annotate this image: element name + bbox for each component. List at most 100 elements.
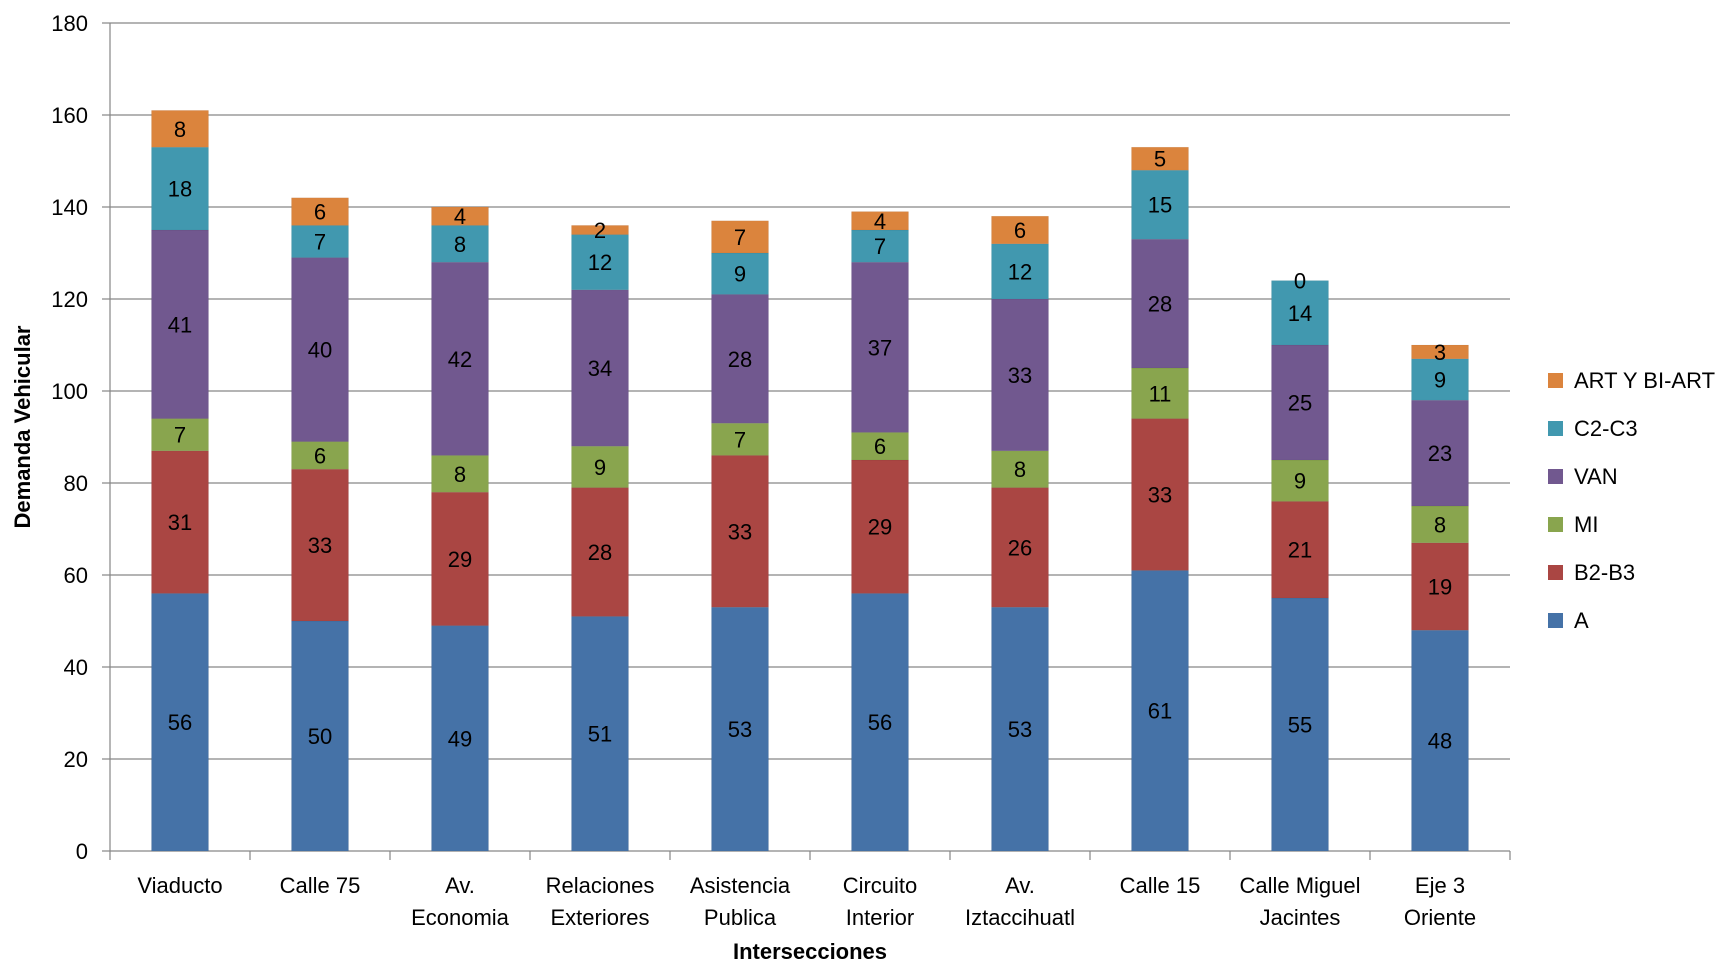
x-tick-label: Calle Miguel — [1239, 873, 1360, 898]
data-label: 15 — [1148, 193, 1172, 218]
bar-segment — [291, 225, 349, 258]
data-label: 14 — [1288, 301, 1312, 326]
bar-segment — [151, 418, 209, 452]
bar-segment — [851, 229, 909, 263]
bar-segment — [991, 215, 1049, 245]
legend: ART Y BI-ART C2-C3 VAN MI B2-B3 A — [1548, 368, 1715, 633]
bar-segment — [1271, 597, 1329, 852]
bar-segment — [291, 197, 349, 226]
data-label: 9 — [594, 455, 606, 480]
bar-segment — [151, 593, 209, 852]
legend-swatch — [1548, 565, 1563, 580]
data-label: 21 — [1288, 538, 1312, 563]
data-label: 33 — [1148, 483, 1172, 508]
bar-segment — [1411, 542, 1469, 631]
data-label: 7 — [874, 234, 886, 259]
y-tick-label: 140 — [51, 195, 88, 220]
data-label: 8 — [1434, 512, 1446, 537]
data-label: 5 — [1154, 147, 1166, 172]
legend-swatch — [1548, 613, 1563, 628]
data-label: 33 — [1008, 363, 1032, 388]
legend-label: A — [1574, 608, 1589, 633]
y-axis-title: Demanda Vehicular — [10, 325, 35, 528]
data-label: 53 — [728, 717, 752, 742]
bar-segment — [571, 487, 629, 617]
bar-segment — [1411, 344, 1469, 360]
y-tick-label: 180 — [51, 11, 88, 36]
data-label: 9 — [1294, 469, 1306, 494]
legend-item: A — [1548, 608, 1589, 633]
data-label: 55 — [1288, 713, 1312, 738]
legend-swatch — [1548, 373, 1563, 388]
data-label: 8 — [174, 117, 186, 142]
legend-item: ART Y BI-ART — [1548, 368, 1715, 393]
bar-segment — [711, 455, 769, 608]
bar-segment — [571, 289, 629, 447]
data-label: 41 — [168, 312, 192, 337]
bar-segment — [1131, 146, 1189, 171]
bar-segment — [1411, 358, 1469, 401]
x-tick-label: Circuito — [843, 873, 918, 898]
data-label: 56 — [868, 710, 892, 735]
bar-segment — [1131, 169, 1189, 240]
bar-segment — [991, 487, 1049, 608]
data-label: 8 — [454, 232, 466, 257]
y-tick-label: 80 — [64, 471, 88, 496]
bar-segment — [711, 252, 769, 295]
data-label: 8 — [1014, 457, 1026, 482]
legend-item: MI — [1548, 512, 1598, 537]
x-tick-label: Asistencia — [690, 873, 791, 898]
bar-segment — [851, 459, 909, 594]
bar-segment — [991, 243, 1049, 300]
data-label: 40 — [308, 338, 332, 363]
x-tick-label: Economia — [411, 905, 510, 930]
bar-segment — [571, 445, 629, 488]
legend-label: B2-B3 — [1574, 560, 1635, 585]
bar-segment — [711, 606, 769, 852]
x-tick-label: Iztaccihuatl — [965, 905, 1075, 930]
data-label: 25 — [1288, 391, 1312, 416]
data-label: 50 — [308, 724, 332, 749]
data-label: 31 — [168, 510, 192, 535]
data-label: 37 — [868, 335, 892, 360]
bar-segment — [711, 294, 769, 424]
bar-segment — [851, 432, 909, 461]
data-label: 12 — [1008, 259, 1032, 284]
data-label: 29 — [868, 515, 892, 540]
bar-segment — [431, 261, 489, 456]
bar-segment — [1131, 418, 1189, 571]
data-label: 9 — [734, 262, 746, 287]
data-label: 42 — [448, 347, 472, 372]
bar-segment — [851, 211, 909, 231]
data-label: 48 — [1428, 729, 1452, 754]
y-tick-label: 100 — [51, 379, 88, 404]
bar-segment — [1411, 399, 1469, 507]
legend-item: VAN — [1548, 464, 1618, 489]
x-tick-label: Eje 3 — [1415, 873, 1465, 898]
data-label: 49 — [448, 726, 472, 751]
data-label: 56 — [168, 710, 192, 735]
data-label: 33 — [308, 533, 332, 558]
legend-label: MI — [1574, 512, 1598, 537]
bar-segment — [851, 261, 909, 433]
bar-segment — [1131, 570, 1189, 852]
bar-segment — [571, 225, 629, 235]
x-axis-title: Intersecciones — [733, 939, 887, 964]
bar-segment — [291, 441, 349, 470]
data-label: 33 — [728, 519, 752, 544]
x-tick-label: Calle 15 — [1120, 873, 1201, 898]
bar-segment — [1411, 505, 1469, 544]
data-label: 34 — [588, 356, 612, 381]
data-label: 28 — [1148, 292, 1172, 317]
data-label: 18 — [168, 177, 192, 202]
y-tick-label: 120 — [51, 287, 88, 312]
data-label: 3 — [1434, 340, 1446, 365]
data-label: 9 — [1434, 368, 1446, 393]
bar-segment — [1271, 280, 1329, 346]
bar-segment — [571, 234, 629, 291]
x-tick-label: Viaducto — [137, 873, 222, 898]
x-tick-label: Av. — [1005, 873, 1035, 898]
data-label: 12 — [588, 250, 612, 275]
